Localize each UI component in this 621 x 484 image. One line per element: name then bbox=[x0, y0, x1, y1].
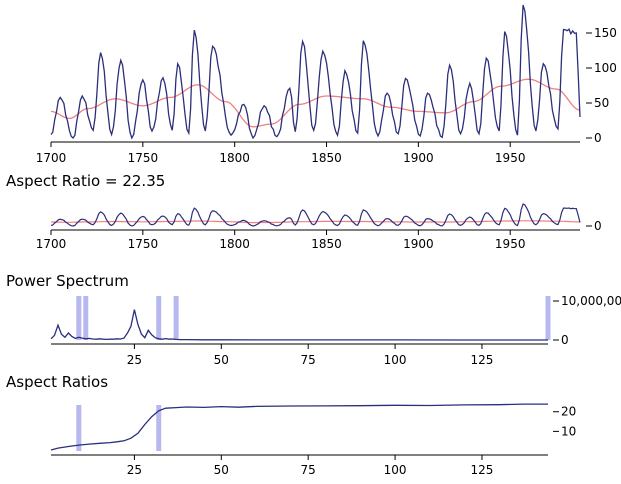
spectrum-x-tick-label: 125 bbox=[471, 353, 494, 367]
spectrum-y-tick-label: 0 bbox=[561, 333, 569, 347]
banked-x-tick-label: 1850 bbox=[311, 237, 342, 251]
banked-x-tick-label: 1900 bbox=[403, 237, 434, 251]
spectrum-y-tick-label: 10,000,000 bbox=[561, 294, 621, 308]
x-tick-label: 1950 bbox=[495, 151, 526, 165]
aspect-x-tick-label: 50 bbox=[214, 463, 229, 477]
aspect-x-tick-label: 75 bbox=[301, 463, 316, 477]
y-tick-label: 0 bbox=[594, 131, 602, 145]
banked-y-tick-label: 0 bbox=[594, 219, 602, 233]
banked-x-tick-label: 1800 bbox=[219, 237, 250, 251]
sunspot-line bbox=[50, 4, 581, 140]
banked-sunspot-line bbox=[50, 203, 581, 227]
aspect-highlight-band bbox=[76, 405, 82, 451]
spectrum-highlight-band bbox=[83, 296, 89, 340]
aspect-x-tick-label: 25 bbox=[127, 463, 142, 477]
x-tick-label: 1700 bbox=[36, 151, 67, 165]
y-tick-label: 100 bbox=[594, 61, 617, 75]
spectrum-highlight-band bbox=[173, 296, 179, 340]
x-tick-label: 1900 bbox=[403, 151, 434, 165]
spectrum-x-tick-label: 50 bbox=[214, 353, 229, 367]
spectrum-highlight-band bbox=[156, 296, 162, 340]
spectrum-highlight-band bbox=[545, 296, 551, 340]
aspect-highlight-band bbox=[156, 405, 162, 451]
aspect-ratio-line bbox=[50, 403, 548, 451]
aspect-x-tick-label: 125 bbox=[471, 463, 494, 477]
y-tick-label: 50 bbox=[594, 96, 609, 110]
banked-x-tick-label: 1700 bbox=[36, 237, 67, 251]
power-spectrum-title: Power Spectrum bbox=[6, 272, 129, 290]
spectrum-x-tick-label: 75 bbox=[301, 353, 316, 367]
spectrum-line bbox=[50, 309, 548, 341]
x-tick-label: 1750 bbox=[128, 151, 159, 165]
y-tick-label: 150 bbox=[594, 26, 617, 40]
aspect-ratios-title: Aspect Ratios bbox=[6, 373, 109, 391]
aspect-y-tick-label: 20 bbox=[561, 405, 576, 419]
banked-x-tick-label: 1950 bbox=[495, 237, 526, 251]
x-tick-label: 1800 bbox=[219, 151, 250, 165]
x-tick-label: 1850 bbox=[311, 151, 342, 165]
banked-x-tick-label: 1750 bbox=[128, 237, 159, 251]
spectrum-x-tick-label: 25 bbox=[127, 353, 142, 367]
spectrum-x-tick-label: 100 bbox=[384, 353, 407, 367]
aspect-x-tick-label: 100 bbox=[384, 463, 407, 477]
aspect-ratio-title: Aspect Ratio = 22.35 bbox=[6, 172, 166, 190]
banked-trend-line bbox=[51, 220, 580, 224]
spectrum-highlight-band bbox=[76, 296, 82, 340]
aspect-y-tick-label: 10 bbox=[561, 424, 576, 438]
